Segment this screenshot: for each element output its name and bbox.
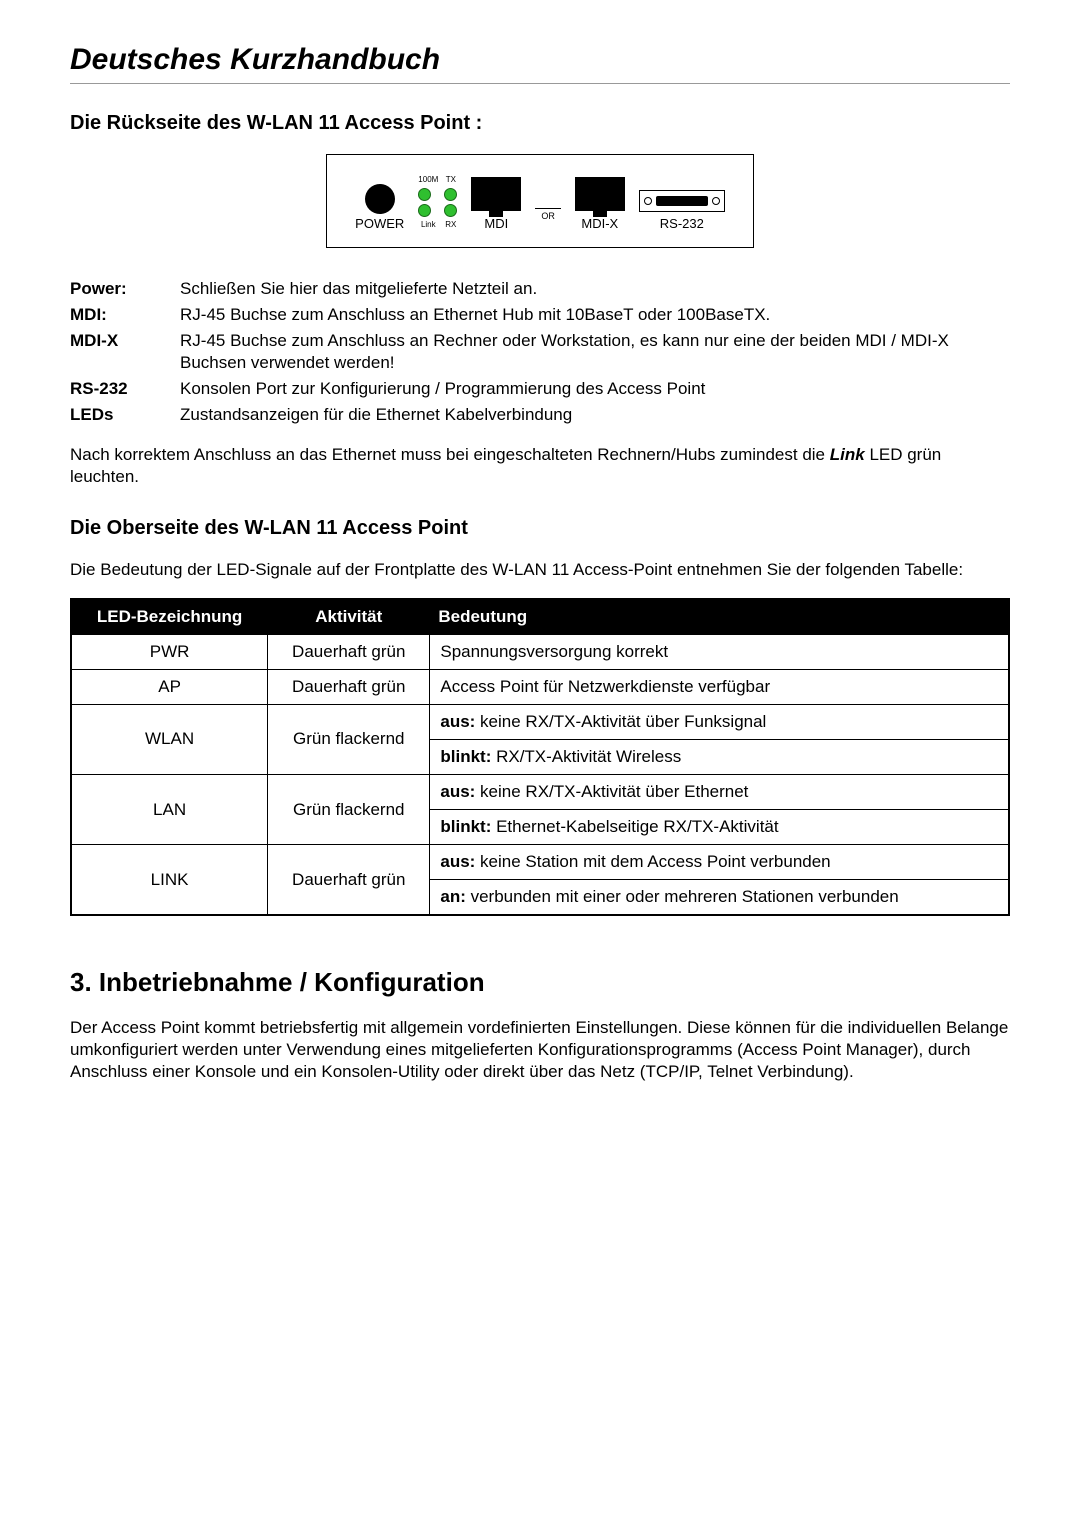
cell-meaning: blinkt: Ethernet-Kabelseitige RX/TX-Akti… bbox=[430, 810, 1009, 845]
def-rs232-val: Konsolen Port zur Konfigurierung / Progr… bbox=[180, 378, 1010, 400]
cell-activity: Grün flackernd bbox=[268, 704, 430, 774]
th-led: LED-Bezeichnung bbox=[71, 599, 268, 635]
def-mdi-val: RJ-45 Buchse zum Anschluss an Ethernet H… bbox=[180, 304, 1010, 326]
cell-meaning: an: verbunden mit einer oder mehreren St… bbox=[430, 880, 1009, 916]
def-mdi-key: MDI: bbox=[70, 304, 180, 326]
ethernet-note: Nach korrektem Anschluss an das Ethernet… bbox=[70, 444, 1010, 488]
top-intro: Die Bedeutung der LED-Signale auf der Fr… bbox=[70, 559, 1010, 581]
section-3-title: 3. Inbetriebnahme / Konfiguration bbox=[70, 966, 1010, 1000]
cell-led-name: LAN bbox=[71, 775, 268, 845]
table-row: LANGrün flackerndaus: keine RX/TX-Aktivi… bbox=[71, 775, 1009, 810]
rear-diagram: POWER 100M TX Link RX MDI OR bbox=[70, 154, 1010, 248]
def-rs232-key: RS-232 bbox=[70, 378, 180, 400]
def-power-val: Schließen Sie hier das mitgelieferte Net… bbox=[180, 278, 1010, 300]
mdi-port: MDI bbox=[471, 177, 521, 233]
rj45-icon bbox=[575, 177, 625, 211]
led-tx-icon bbox=[444, 188, 457, 201]
th-activity: Aktivität bbox=[268, 599, 430, 635]
mdix-port: MDI-X bbox=[575, 177, 625, 233]
cell-activity: Dauerhaft grün bbox=[268, 669, 430, 704]
def-leds-key: LEDs bbox=[70, 404, 180, 426]
rs232-label: RS-232 bbox=[639, 216, 725, 233]
cell-meaning: aus: keine Station mit dem Access Point … bbox=[430, 845, 1009, 880]
leds-block: 100M TX Link RX bbox=[418, 175, 457, 233]
cell-led-name: WLAN bbox=[71, 704, 268, 774]
th-meaning: Bedeutung bbox=[430, 599, 1009, 635]
def-leds-val: Zustandsanzeigen für die Ethernet Kabelv… bbox=[180, 404, 1010, 426]
note-pre: Nach korrektem Anschluss an das Ethernet… bbox=[70, 445, 830, 464]
definitions-list: Power: Schließen Sie hier das mitgeliefe… bbox=[70, 278, 1010, 427]
cell-meaning: aus: keine RX/TX-Aktivität über Funksign… bbox=[430, 704, 1009, 739]
note-link-word: Link bbox=[830, 445, 865, 464]
led-link-label: Link bbox=[418, 220, 438, 230]
power-label: POWER bbox=[355, 216, 404, 233]
led-100m-label: 100M bbox=[418, 175, 438, 185]
def-mdix-val: RJ-45 Buchse zum Anschluss an Rechner od… bbox=[180, 330, 1010, 374]
led-rx-label: RX bbox=[444, 220, 457, 230]
led-link-icon bbox=[418, 204, 431, 217]
def-mdix-key: MDI-X bbox=[70, 330, 180, 374]
table-row: APDauerhaft grünAccess Point für Netzwer… bbox=[71, 669, 1009, 704]
serial-port-icon bbox=[639, 190, 725, 212]
section-3-body: Der Access Point kommt betriebsfertig mi… bbox=[70, 1017, 1010, 1083]
mdix-label: MDI-X bbox=[575, 216, 625, 233]
led-rx-icon bbox=[444, 204, 457, 217]
top-heading: Die Oberseite des W-LAN 11 Access Point bbox=[70, 515, 1010, 541]
power-jack-icon bbox=[365, 184, 395, 214]
cell-activity: Dauerhaft grün bbox=[268, 634, 430, 669]
cell-led-name: LINK bbox=[71, 845, 268, 916]
power-port: POWER bbox=[355, 184, 404, 233]
cell-meaning: blinkt: RX/TX-Aktivität Wireless bbox=[430, 740, 1009, 775]
led-tx-label: TX bbox=[444, 175, 457, 185]
page-title: Deutsches Kurzhandbuch bbox=[70, 40, 1010, 84]
led-100m-icon bbox=[418, 188, 431, 201]
mdi-label: MDI bbox=[471, 216, 521, 233]
table-row: WLANGrün flackerndaus: keine RX/TX-Aktiv… bbox=[71, 704, 1009, 739]
table-row: PWRDauerhaft grünSpannungsversorgung kor… bbox=[71, 634, 1009, 669]
cell-activity: Dauerhaft grün bbox=[268, 845, 430, 916]
table-row: LINKDauerhaft grünaus: keine Station mit… bbox=[71, 845, 1009, 880]
cell-meaning: Spannungsversorgung korrekt bbox=[430, 634, 1009, 669]
rj45-icon bbox=[471, 177, 521, 211]
cell-led-name: PWR bbox=[71, 634, 268, 669]
cell-meaning: Access Point für Netzwerkdienste verfügb… bbox=[430, 669, 1009, 704]
back-heading: Die Rückseite des W-LAN 11 Access Point … bbox=[70, 110, 1010, 136]
cell-led-name: AP bbox=[71, 669, 268, 704]
cell-activity: Grün flackernd bbox=[268, 775, 430, 845]
rs232-port: RS-232 bbox=[639, 190, 725, 233]
cell-meaning: aus: keine RX/TX-Aktivität über Ethernet bbox=[430, 775, 1009, 810]
led-table: LED-Bezeichnung Aktivität Bedeutung PWRD… bbox=[70, 598, 1010, 917]
def-power-key: Power: bbox=[70, 278, 180, 300]
or-label: OR bbox=[535, 208, 561, 223]
